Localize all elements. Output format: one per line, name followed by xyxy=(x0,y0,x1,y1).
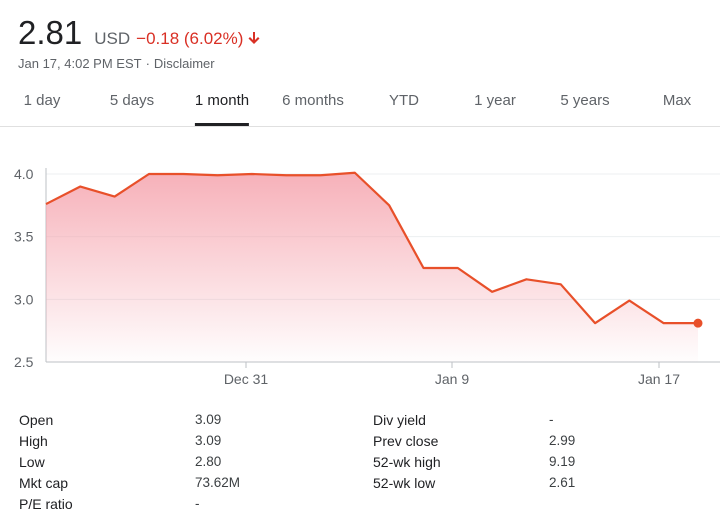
stat-label-mkt-cap: Mkt cap xyxy=(19,475,69,491)
price-row: 2.81 USD −0.18 (6.02%) xyxy=(18,14,261,52)
arrow-down-icon xyxy=(248,32,260,44)
quote-header: 2.81 USD −0.18 (6.02%) Jan 17, 4:02 PM E… xyxy=(18,14,261,71)
tab-max[interactable]: Max xyxy=(662,92,692,109)
stat-label-low: Low xyxy=(19,454,45,470)
stat-value-mkt-cap: 73.62M xyxy=(195,475,241,490)
timestamp: Jan 17, 4:02 PM EST xyxy=(18,56,142,71)
stat-label-prev-close: Prev close xyxy=(373,433,439,449)
range-tabs: 1 day 5 days 1 month 6 months YTD 1 year… xyxy=(0,78,720,127)
tab-1-day[interactable]: 1 day xyxy=(23,92,61,109)
stat-label-52wk-low: 52-wk low xyxy=(373,475,436,491)
price-line xyxy=(45,171,698,325)
x-tick-label: Jan 9 xyxy=(435,371,469,387)
stat-value-pe-ratio: - xyxy=(195,496,200,511)
stats-table: Open 3.09 High 3.09 Low 2.80 Mkt cap 73.… xyxy=(0,408,720,518)
price-change: −0.18 (6.02%) xyxy=(136,29,244,48)
current-price: 2.81 xyxy=(18,14,83,51)
stat-label-52wk-high: 52-wk high xyxy=(373,454,441,470)
price-chart[interactable]: 4.0 3.5 3.0 2.5 Dec 31 Jan 9 Jan 17 xyxy=(0,130,720,392)
y-tick-label: 4.0 xyxy=(14,166,34,182)
last-price-point xyxy=(693,318,703,328)
stat-value-high: 3.09 xyxy=(195,433,222,448)
y-tick-label: 3.0 xyxy=(14,291,34,307)
tab-1-year[interactable]: 1 year xyxy=(474,92,516,109)
y-tick-label: 2.5 xyxy=(14,354,34,370)
x-tick-label: Dec 31 xyxy=(224,371,269,387)
quote-subline: Jan 17, 4:02 PM EST · Disclaimer xyxy=(18,56,261,71)
tab-1-month[interactable]: 1 month xyxy=(194,78,250,126)
stat-value-low: 2.80 xyxy=(195,454,222,469)
stat-value-open: 3.09 xyxy=(195,412,222,427)
currency-label: USD xyxy=(94,29,131,48)
stat-value-prev-close: 2.99 xyxy=(549,433,576,448)
x-tick-label: Jan 17 xyxy=(638,371,680,387)
price-area xyxy=(46,172,698,362)
y-tick-label: 3.5 xyxy=(14,229,34,245)
tab-5-years[interactable]: 5 years xyxy=(560,92,610,109)
stat-value-div-yield: - xyxy=(549,412,554,427)
disclaimer-link[interactable]: Disclaimer xyxy=(153,56,215,71)
stat-label-open: Open xyxy=(19,412,54,428)
tab-5-days[interactable]: 5 days xyxy=(109,92,155,109)
stat-value-52wk-low: 2.61 xyxy=(549,475,576,490)
stat-label-high: High xyxy=(19,433,48,449)
stat-label-pe-ratio: P/E ratio xyxy=(19,496,73,512)
stat-value-52wk-high: 9.19 xyxy=(549,454,576,469)
stat-label-div-yield: Div yield xyxy=(373,412,426,428)
separator-dot: · xyxy=(145,56,150,71)
tab-ytd[interactable]: YTD xyxy=(389,92,419,109)
tab-6-months[interactable]: 6 months xyxy=(282,92,344,109)
